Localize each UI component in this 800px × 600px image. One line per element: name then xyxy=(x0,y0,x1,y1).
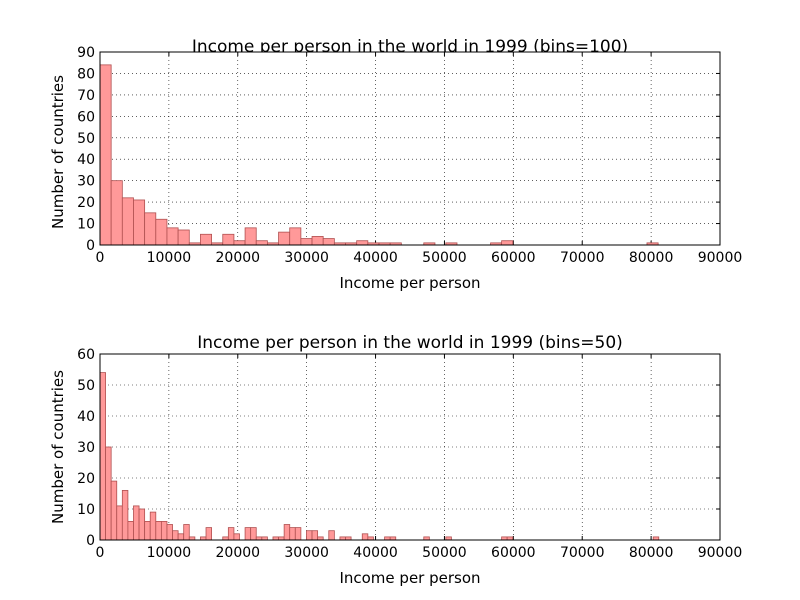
histogram-bar xyxy=(361,533,369,541)
histogram-bar xyxy=(133,505,140,541)
x-tick-label: 10000 xyxy=(147,250,192,266)
plot-area xyxy=(100,52,720,245)
y-tick-label: 30 xyxy=(77,174,95,190)
y-tick-label: 10 xyxy=(77,217,95,233)
y-tick-label: 0 xyxy=(86,238,95,254)
histogram-bar xyxy=(166,227,179,246)
x-tick-label: 60000 xyxy=(491,250,536,266)
y-tick-label: 0 xyxy=(86,533,95,549)
histogram-bar xyxy=(289,227,302,246)
chart-bins-50: Income per person in the world in 1999 (… xyxy=(49,333,742,587)
x-tick-label: 60000 xyxy=(491,545,536,561)
y-tick-label: 80 xyxy=(77,66,95,82)
histogram-bar xyxy=(177,533,185,541)
x-tick-label: 0 xyxy=(96,250,105,266)
histogram-bar xyxy=(322,238,335,246)
histogram-bar xyxy=(110,180,123,246)
histogram-bar xyxy=(99,64,112,246)
histogram-bar xyxy=(121,489,129,541)
y-tick-label: 40 xyxy=(77,409,95,425)
histogram-bar xyxy=(144,521,151,541)
x-tick-label: 80000 xyxy=(629,250,674,266)
histogram-bar xyxy=(133,199,146,246)
x-tick-label: 40000 xyxy=(353,545,398,561)
histogram-bar xyxy=(244,227,257,246)
histogram-bar xyxy=(121,197,134,246)
y-tick-label: 60 xyxy=(77,347,95,363)
histogram-bar xyxy=(99,372,106,541)
histogram-bar xyxy=(160,521,168,541)
y-tick-label: 90 xyxy=(77,45,95,61)
histogram-bar xyxy=(183,524,190,541)
y-tick-label: 10 xyxy=(77,502,95,518)
x-tick-label: 70000 xyxy=(560,250,605,266)
histogram-bar xyxy=(278,231,291,246)
x-axis-label: Income per person xyxy=(339,274,480,292)
histogram-bar xyxy=(294,527,302,541)
histogram-bar xyxy=(172,530,179,541)
y-tick-label: 40 xyxy=(77,152,95,168)
histogram-bar xyxy=(105,446,112,541)
histogram-bar xyxy=(166,524,173,541)
histogram-bar xyxy=(311,530,319,541)
x-tick-label: 0 xyxy=(96,545,105,561)
x-tick-label: 40000 xyxy=(353,250,398,266)
x-axis-label: Income per person xyxy=(339,569,480,587)
histogram-bar xyxy=(144,212,157,246)
x-tick-label: 30000 xyxy=(284,250,329,266)
histogram-bar xyxy=(222,233,235,246)
x-tick-label: 10000 xyxy=(147,545,192,561)
y-axis-label: Number of countries xyxy=(49,75,67,229)
histogram-bar xyxy=(116,505,123,541)
histogram-bar xyxy=(289,527,296,541)
y-axis-label: Number of countries xyxy=(49,370,67,524)
histogram-bar xyxy=(233,240,246,246)
y-tick-label: 60 xyxy=(77,109,95,125)
x-tick-label: 20000 xyxy=(216,250,261,266)
histogram-bar xyxy=(300,238,313,246)
y-tick-label: 30 xyxy=(77,440,95,456)
histogram-bar xyxy=(205,527,213,541)
histogram-bar xyxy=(255,240,268,246)
x-tick-label: 50000 xyxy=(422,250,467,266)
histogram-bar xyxy=(200,233,213,246)
histogram-bar xyxy=(227,527,235,541)
histogram-bar xyxy=(306,530,313,541)
x-tick-label: 90000 xyxy=(698,545,743,561)
y-tick-label: 50 xyxy=(77,131,95,147)
y-tick-label: 70 xyxy=(77,88,95,104)
chart-title: Income per person in the world in 1999 (… xyxy=(197,333,623,353)
histogram-bar xyxy=(356,240,369,246)
plot-frame xyxy=(99,51,721,246)
y-tick-label: 20 xyxy=(77,195,95,211)
chart-bins-100: Income per person in the world in 1999 (… xyxy=(49,37,742,292)
histogram-bar xyxy=(127,521,134,541)
x-tick-label: 50000 xyxy=(422,545,467,561)
histogram-bar xyxy=(110,480,118,541)
plot-frame xyxy=(99,353,721,541)
histogram-bar xyxy=(155,218,168,246)
histogram-bar xyxy=(250,527,257,541)
histogram-bar xyxy=(501,240,514,246)
histogram-bar xyxy=(233,533,240,541)
histogram-bar xyxy=(283,524,291,541)
histogram-bar xyxy=(244,527,252,541)
x-tick-label: 80000 xyxy=(629,545,674,561)
x-tick-label: 30000 xyxy=(284,545,329,561)
y-tick-label: 50 xyxy=(77,378,95,394)
histogram-bar xyxy=(155,521,162,541)
histogram-bar xyxy=(149,511,157,541)
histogram-bar xyxy=(311,236,324,246)
histogram-bar xyxy=(138,508,146,541)
x-tick-label: 90000 xyxy=(698,250,743,266)
x-tick-label: 70000 xyxy=(560,545,605,561)
x-tick-label: 20000 xyxy=(216,545,261,561)
histogram-bar xyxy=(177,229,190,246)
y-tick-label: 20 xyxy=(77,471,95,487)
histogram-bar xyxy=(328,530,335,541)
